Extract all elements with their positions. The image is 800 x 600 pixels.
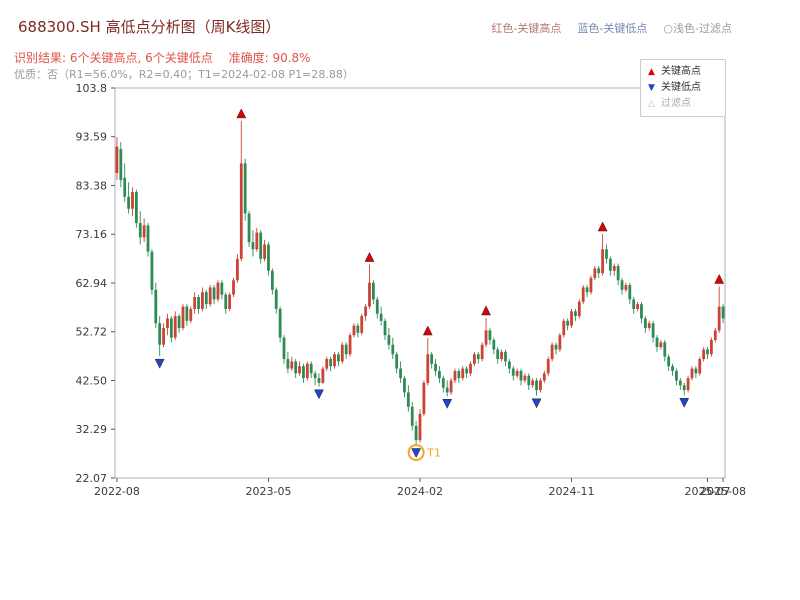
- y-axis: 103.8 93.59 83.38 73.16 62.94 52.72 42.50 32.29…: [76, 82, 115, 485]
- svg-text:42.50: 42.50: [76, 375, 108, 388]
- legend-item-key-high: ▲ 关键高点: [648, 64, 718, 80]
- svg-text:2023-05: 2023-05: [245, 485, 291, 498]
- legend-label-filtered: 过滤点: [661, 98, 691, 109]
- svg-text:93.59: 93.59: [76, 131, 108, 144]
- svg-text:32.29: 32.29: [76, 423, 108, 436]
- legend-marker-2: △: [648, 99, 655, 109]
- page-title: 688300.SH 高低点分析图（周K线图）: [18, 18, 281, 36]
- svg-text:22.07: 22.07: [76, 472, 108, 485]
- x-axis: 2022-08 2023-05 2024-02 2024-11 2025-072025-…: [94, 478, 746, 498]
- key-high-markers: [236, 108, 725, 336]
- recognition-result: 识别结果: 6个关键高点, 6个关键低点 准确度: 90.8%: [14, 49, 311, 66]
- svg-text:103.8: 103.8: [76, 82, 108, 95]
- top-legend-item-0: 红色-关键高点: [491, 22, 562, 35]
- top-legend: 红色-关键高点 蓝色-关键低点 ○浅色-过滤点: [475, 20, 732, 36]
- svg-text:62.94: 62.94: [76, 277, 108, 290]
- svg-text:2025-08: 2025-08: [700, 485, 746, 498]
- chart-legend: ▲ 关键高点 ▼ 关键低点 △ 过滤点: [640, 59, 726, 117]
- legend-item-filtered: △ 过滤点: [648, 96, 718, 112]
- svg-text:2024-11: 2024-11: [549, 485, 595, 498]
- svg-text:52.72: 52.72: [76, 326, 108, 339]
- svg-text:2022-08: 2022-08: [94, 485, 140, 498]
- t1-annotation: T1: [407, 444, 441, 462]
- svg-text:2025-07: 2025-07: [685, 485, 731, 498]
- candles: [115, 120, 725, 446]
- svg-text:83.38: 83.38: [76, 179, 108, 192]
- accuracy-text: 准确度: 90.8%: [228, 51, 311, 65]
- svg-text:2024-02: 2024-02: [397, 485, 443, 498]
- svg-text:T1: T1: [426, 447, 441, 460]
- legend-item-key-low: ▼ 关键低点: [648, 80, 718, 96]
- legend-marker-0: ▲: [648, 67, 655, 77]
- top-legend-item-2: ○浅色-过滤点: [663, 22, 732, 35]
- quality-text: 优质：否（R1=56.0%，R2=0.40；T1=2024-02-08 P1=2…: [14, 68, 354, 81]
- legend-label-key-high: 关键高点: [661, 66, 701, 77]
- legend-label-key-low: 关键低点: [661, 82, 701, 93]
- result-text: 识别结果: 6个关键高点, 6个关键低点: [14, 51, 213, 65]
- legend-marker-1: ▼: [648, 83, 655, 93]
- key-low-markers: [154, 358, 690, 459]
- top-legend-item-1: 蓝色-关键低点: [577, 22, 648, 35]
- svg-text:73.16: 73.16: [76, 228, 108, 241]
